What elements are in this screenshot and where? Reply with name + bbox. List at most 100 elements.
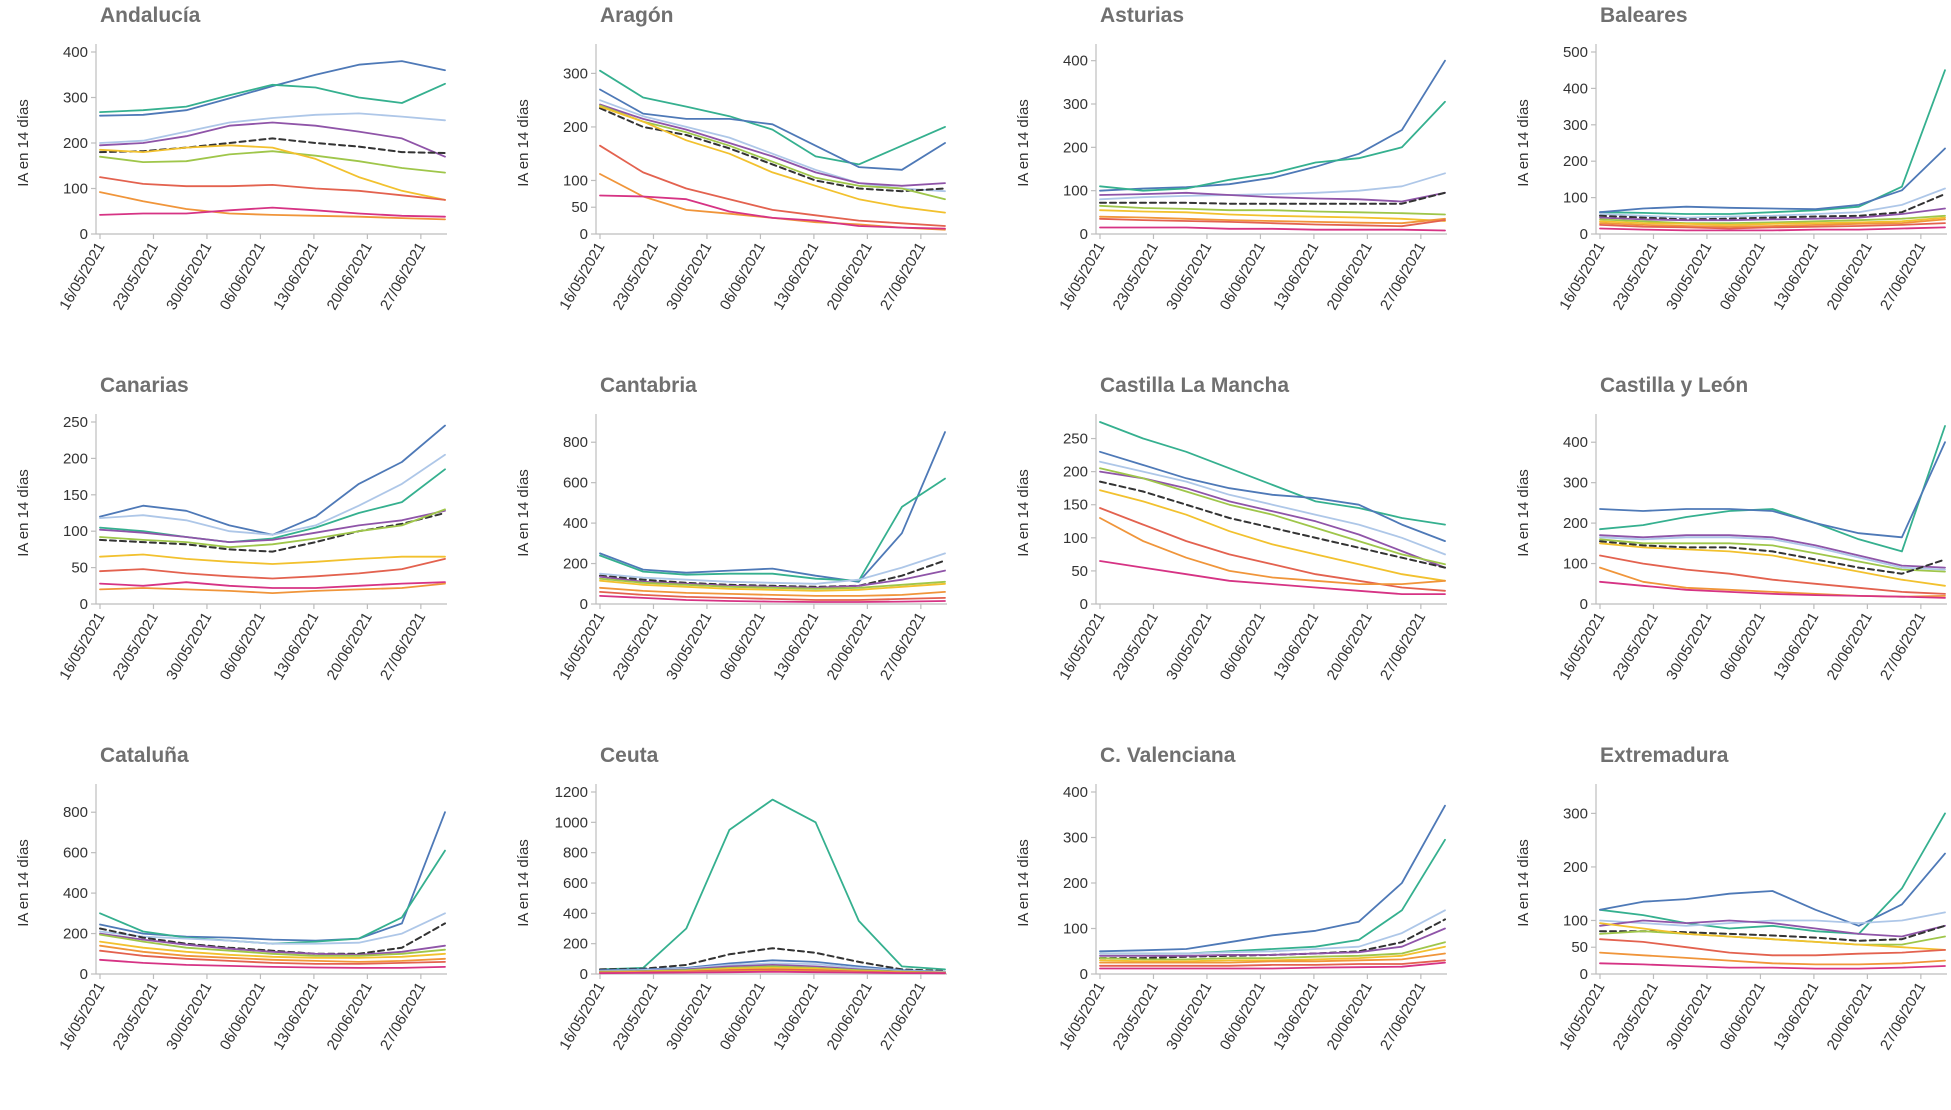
- series-line: [599, 586, 946, 597]
- series-line: [599, 104, 946, 201]
- series-line: [99, 912, 446, 945]
- x-tick-label: 06/06/2021: [717, 610, 769, 684]
- series-line: [99, 849, 446, 945]
- y-tick-label: 200: [1063, 875, 1088, 892]
- series-line: [1599, 69, 1946, 215]
- chart-panel: Castilla La Mancha 0 50 100 150 200 250 IA en 1…: [1000, 370, 1500, 740]
- y-tick-label: 600: [63, 845, 88, 862]
- line-chart: 0 100 200 300 400 IA en 14 días 16/05/2021 23/0…: [1015, 784, 1447, 1054]
- x-tick-label: 30/05/2021: [163, 980, 215, 1054]
- x-tick-label: 20/06/2021: [824, 240, 876, 314]
- panel-title: Castilla y León: [1600, 374, 1749, 397]
- line-chart: 0 50 100 150 200 250 IA en 14 días 16/05/2021 23…: [1015, 414, 1447, 684]
- series-line: [599, 590, 946, 601]
- x-tick-label: 23/05/2021: [110, 610, 162, 684]
- x-tick-label: 16/05/2021: [556, 240, 608, 314]
- x-tick-label: 06/06/2021: [217, 980, 269, 1054]
- x-tick-label: 27/06/2021: [1877, 610, 1929, 684]
- series-line: [99, 557, 446, 580]
- y-tick-label: 0: [80, 966, 88, 983]
- x-tick-label: 16/05/2021: [1056, 610, 1108, 684]
- y-tick-label: 0: [580, 226, 588, 243]
- y-axis-label: IA en 14 días: [15, 99, 32, 187]
- x-tick-label: 20/06/2021: [1824, 980, 1876, 1054]
- series-line: [1599, 951, 1946, 966]
- x-tick-label: 30/05/2021: [163, 610, 215, 684]
- x-tick-label: 06/06/2021: [717, 240, 769, 314]
- x-tick-label: 06/06/2021: [217, 610, 269, 684]
- x-tick-label: 16/05/2021: [56, 240, 108, 314]
- chart-panel: Castilla y León 0 100 200 300 400 IA en 14 día…: [1500, 370, 1951, 740]
- chart-panel: Asturias 0 100 200 300 400 IA en 14 días 16/05/…: [1000, 0, 1500, 370]
- series-line: [1099, 100, 1446, 192]
- x-tick-label: 06/06/2021: [1217, 610, 1269, 684]
- x-tick-label: 16/05/2021: [56, 980, 108, 1054]
- x-tick-label: 23/05/2021: [1610, 240, 1662, 314]
- series-line: [99, 958, 446, 969]
- y-tick-label: 100: [1563, 190, 1588, 207]
- x-tick-label: 06/06/2021: [717, 980, 769, 1054]
- series-line: [1599, 554, 1946, 595]
- x-tick-label: 20/06/2021: [1324, 240, 1376, 314]
- x-tick-label: 30/05/2021: [1663, 980, 1715, 1054]
- x-tick-label: 23/05/2021: [610, 240, 662, 314]
- y-tick-label: 200: [1063, 139, 1088, 156]
- chart-panel: Aragón 0 50 100 200 300 IA en 14 días 16/05/202…: [500, 0, 1000, 370]
- y-axis-label: IA en 14 días: [1515, 839, 1532, 927]
- y-axis-label: IA en 14 días: [15, 469, 32, 557]
- series-line: [99, 811, 446, 942]
- series-line: [1099, 517, 1446, 586]
- series-line: [1599, 534, 1946, 569]
- series-line-dashed: [599, 947, 946, 972]
- series-line: [599, 579, 946, 592]
- panel-title: C. Valenciana: [1100, 744, 1236, 767]
- series-line: [99, 949, 446, 965]
- series-line: [599, 69, 946, 166]
- series-line: [99, 424, 446, 536]
- x-tick-label: 27/06/2021: [877, 980, 929, 1054]
- series-line: [1599, 187, 1946, 219]
- y-tick-label: 200: [563, 936, 588, 953]
- line-chart: 0 100 200 300 400 IA en 14 días 16/05/2021 23/0…: [15, 44, 447, 314]
- series-line: [99, 932, 446, 956]
- line-chart: 0 200 400 600 800 1000 1200 IA en 14 días 16/05/…: [515, 784, 947, 1054]
- series-line-dashed: [1099, 191, 1446, 205]
- series-line-dashed: [1099, 480, 1446, 569]
- series-line: [99, 933, 446, 957]
- x-tick-label: 27/06/2021: [377, 980, 429, 1054]
- series-line: [1099, 460, 1446, 556]
- series-line: [1599, 911, 1946, 927]
- series-line: [1099, 489, 1446, 582]
- x-tick-label: 30/05/2021: [663, 240, 715, 314]
- series-line: [1599, 938, 1946, 957]
- y-tick-label: 200: [1563, 153, 1588, 170]
- x-tick-label: 23/05/2021: [1110, 240, 1162, 314]
- y-tick-label: 250: [63, 414, 88, 431]
- y-tick-label: 1000: [555, 814, 588, 831]
- series-line: [1099, 421, 1446, 526]
- y-tick-label: 0: [1080, 596, 1088, 613]
- series-line: [1599, 962, 1946, 970]
- series-line: [1099, 226, 1446, 232]
- x-tick-label: 23/05/2021: [1110, 980, 1162, 1054]
- series-line: [1599, 226, 1946, 232]
- x-tick-label: 13/06/2021: [1770, 980, 1822, 1054]
- y-tick-label: 400: [1063, 53, 1088, 70]
- x-tick-label: 16/05/2021: [556, 610, 608, 684]
- series-line: [1099, 450, 1446, 543]
- x-tick-label: 20/06/2021: [1824, 240, 1876, 314]
- x-tick-label: 27/06/2021: [1377, 240, 1429, 314]
- series-line-dashed: [1099, 918, 1446, 960]
- x-tick-label: 30/05/2021: [163, 240, 215, 314]
- panel-title: Ceuta: [600, 744, 659, 767]
- series-line: [99, 60, 446, 117]
- panel-title: Castilla La Mancha: [1100, 374, 1290, 397]
- series-line: [1099, 59, 1446, 192]
- y-axis-label: IA en 14 días: [1515, 469, 1532, 557]
- series-line: [99, 509, 446, 544]
- series-line: [1599, 425, 1946, 553]
- x-tick-label: 27/06/2021: [1377, 610, 1429, 684]
- series-line: [1099, 952, 1446, 964]
- series-line: [599, 88, 946, 171]
- line-chart: 0 50 100 150 200 250 IA en 14 días 16/05/2021 23…: [15, 414, 447, 684]
